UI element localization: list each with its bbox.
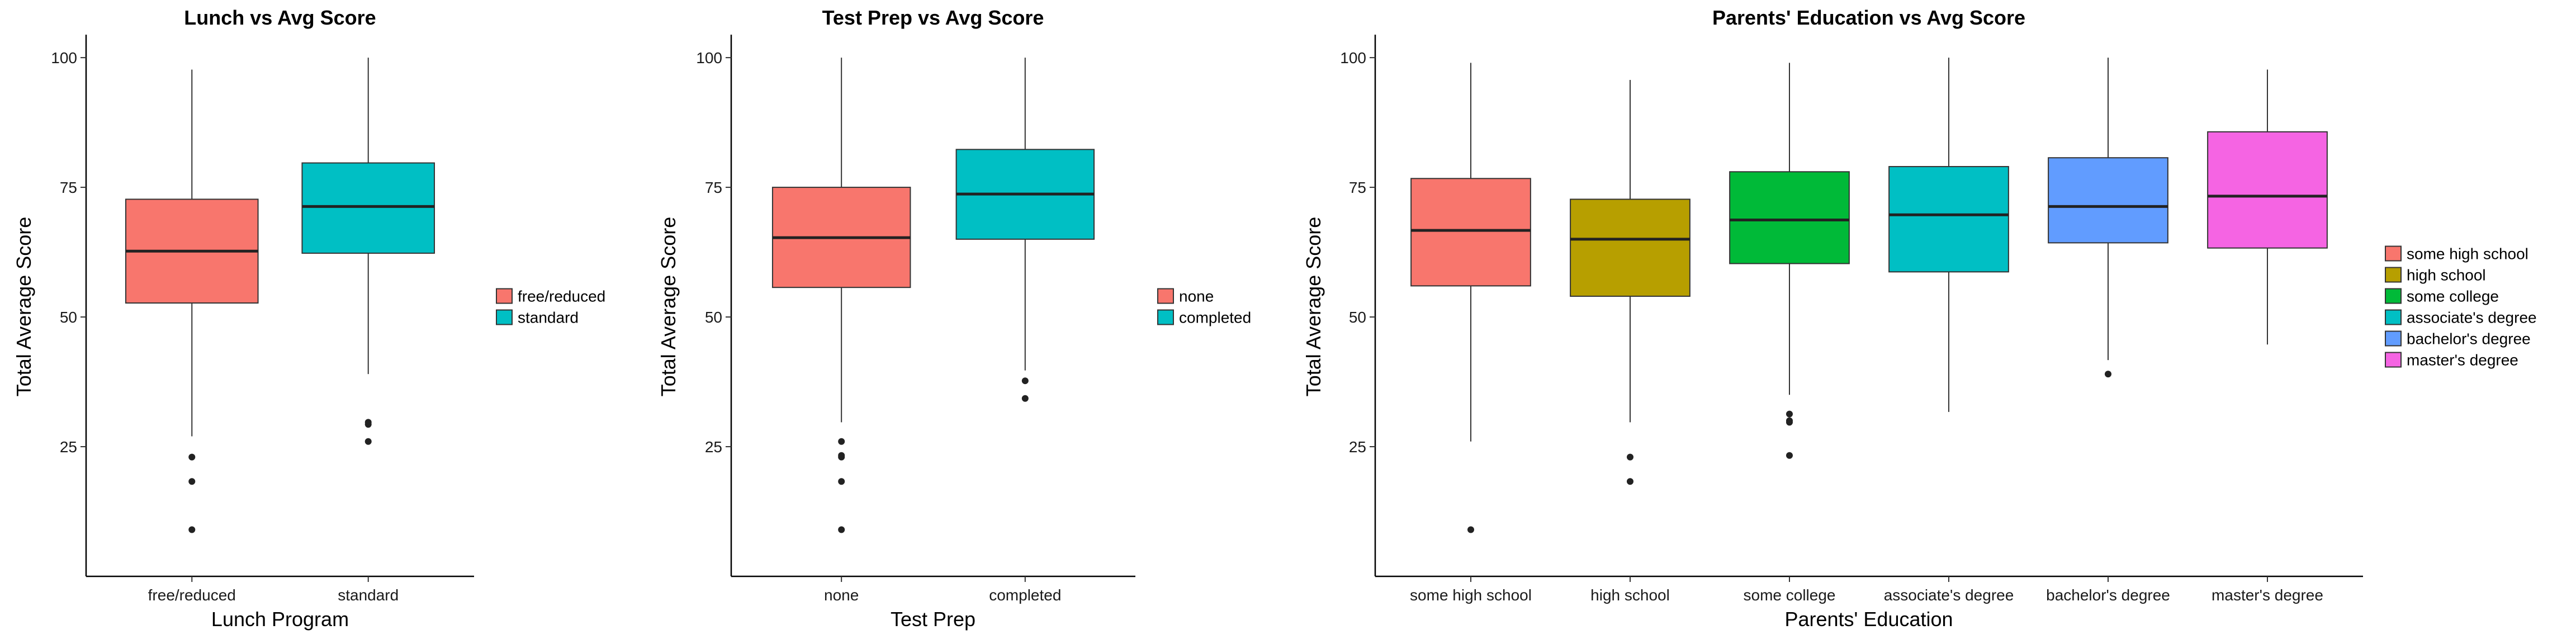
box-free-reduced: [125, 69, 259, 533]
outlier-point: [2105, 371, 2111, 378]
box-body: [2207, 131, 2328, 249]
legend-label: completed: [1179, 309, 1251, 326]
y-tick-label: 50: [705, 309, 722, 326]
legend-label: standard: [518, 309, 579, 326]
x-tick-label: completed: [989, 586, 1061, 604]
legend-label: high school: [2407, 267, 2486, 284]
x-tick-label: some high school: [1410, 586, 1532, 604]
x-tick-label: high school: [1590, 586, 1670, 604]
outlier-point: [838, 478, 845, 485]
y-tick-label: 25: [1349, 438, 1366, 456]
box-body: [301, 162, 435, 254]
outlier-point: [1467, 526, 1474, 533]
legend-label: master's degree: [2407, 352, 2518, 369]
legend-label: none: [1179, 288, 1214, 305]
legend-swatch: [1157, 288, 1174, 304]
legend-swatch: [496, 288, 513, 304]
y-tick-label: 50: [60, 309, 77, 326]
x-tick-label: bachelor's degree: [2046, 586, 2170, 604]
chart-panel-1: Lunch vs Avg Score 25 50 75 100 Total Average…: [12, 6, 605, 631]
outlier-point: [838, 453, 845, 461]
y-tick-label: 50: [1349, 309, 1366, 326]
legend-swatch: [2385, 288, 2402, 304]
legend-swatch: [2385, 309, 2402, 325]
box-high-school: [1570, 80, 1690, 485]
legend-label: some high school: [2407, 245, 2528, 263]
legend-swatch: [496, 309, 513, 325]
outlier-point: [838, 438, 845, 445]
box-body: [1410, 178, 1531, 287]
box-body: [1570, 198, 1690, 297]
x-tick-label: some college: [1744, 586, 1836, 604]
outlier-point: [1627, 453, 1633, 461]
outlier-point: [1021, 377, 1029, 385]
y-axis-label: Total Average Score: [1302, 217, 1325, 397]
legend-swatch: [2385, 245, 2402, 262]
box-some-high-school: [1410, 63, 1531, 533]
x-axis-label: Lunch Program: [211, 608, 349, 631]
outlier-point: [1021, 395, 1029, 402]
legend-label: some college: [2407, 288, 2499, 305]
chart-title: Parents' Education vs Avg Score: [1712, 6, 2025, 29]
y-tick-label: 25: [60, 438, 77, 456]
legend-label: associate's degree: [2407, 309, 2537, 326]
chart-panel-2: Test Prep vs Avg Score 25 50 75 100 Total Ave…: [657, 6, 1251, 631]
legend-swatch: [1157, 309, 1174, 325]
box-standard: [301, 58, 435, 445]
legend-label: free/reduced: [518, 288, 605, 305]
x-axis-label: Test Prep: [891, 608, 976, 631]
outlier-point: [188, 453, 196, 461]
legend: free/reduced standard: [496, 288, 605, 326]
legend: none completed: [1157, 288, 1251, 326]
chart-title: Test Prep vs Avg Score: [822, 6, 1044, 29]
legend-label: bachelor's degree: [2407, 330, 2531, 348]
box-completed: [955, 58, 1095, 402]
x-tick-label: associate's degree: [1884, 586, 2014, 604]
y-axis-label: Total Average Score: [12, 217, 35, 397]
y-tick-label: 100: [51, 49, 77, 67]
outlier-point: [1627, 478, 1633, 485]
outlier-point: [188, 526, 196, 533]
outlier-point: [364, 438, 372, 445]
box-some-college: [1729, 63, 1850, 459]
outlier-point: [188, 478, 196, 485]
legend-swatch: [2385, 330, 2402, 347]
box-body: [1888, 165, 2009, 273]
legend-swatch: [2385, 267, 2402, 283]
x-tick-label: none: [824, 586, 859, 604]
box-body: [2048, 157, 2168, 244]
x-tick-label: standard: [338, 586, 399, 604]
x-tick-label: free/reduced: [148, 586, 236, 604]
y-tick-label: 75: [1349, 179, 1366, 196]
outlier-point: [1786, 419, 1793, 426]
y-tick-label: 100: [696, 49, 722, 67]
chart-panel-3: Parents' Education vs Avg Score 25 50 75 100…: [1302, 6, 2537, 631]
outlier-point: [838, 526, 845, 533]
box-master-s-degree: [2207, 69, 2328, 345]
outlier-point: [1786, 410, 1793, 418]
y-tick-label: 100: [1340, 49, 1366, 67]
box-body: [1729, 171, 1850, 264]
box-none: [771, 58, 911, 533]
x-tick-label: master's degree: [2212, 586, 2323, 604]
y-axis-label: Total Average Score: [657, 217, 680, 397]
outlier-point: [364, 421, 372, 428]
x-axis-label: Parents' Education: [1784, 608, 1953, 631]
legend-swatch: [2385, 352, 2402, 368]
y-tick-label: 25: [705, 438, 722, 456]
legend: some high school high school some college a…: [2385, 245, 2537, 369]
y-tick-label: 75: [60, 179, 77, 196]
box-bachelor-s-degree: [2048, 58, 2168, 378]
outlier-point: [1786, 452, 1793, 459]
chart-title: Lunch vs Avg Score: [184, 6, 376, 29]
box-associate-s-degree: [1888, 58, 2009, 412]
y-tick-label: 75: [705, 179, 722, 196]
